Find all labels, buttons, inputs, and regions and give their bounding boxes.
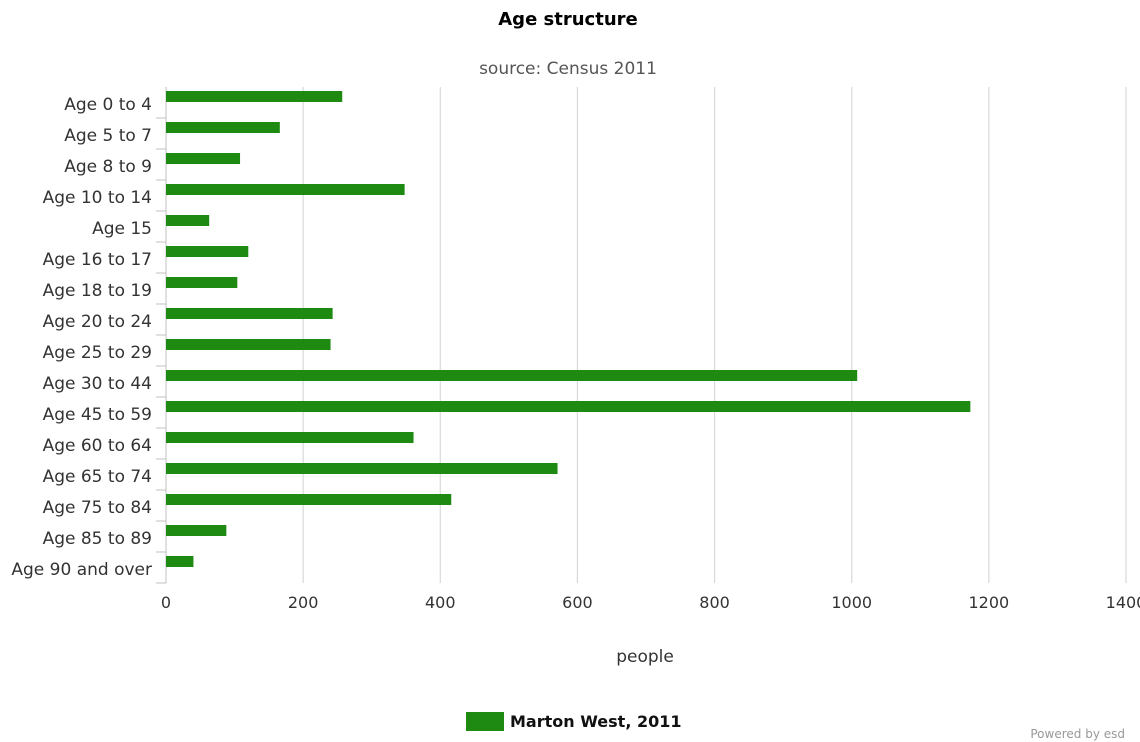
category-label: Age 20 to 24 bbox=[43, 312, 152, 332]
category-label: Age 75 to 84 bbox=[43, 498, 152, 518]
category-label: Age 45 to 59 bbox=[43, 405, 152, 425]
bar[interactable] bbox=[166, 308, 333, 319]
x-tick-label: 600 bbox=[562, 593, 593, 612]
category-label: Age 30 to 44 bbox=[43, 374, 152, 394]
category-label: Age 0 to 4 bbox=[64, 95, 152, 115]
category-label: Age 65 to 74 bbox=[43, 467, 152, 487]
category-label: Age 5 to 7 bbox=[64, 126, 152, 146]
category-labels: Age 0 to 4 Age 5 to 7 Age 8 to 9 Age 10 to … bbox=[11, 95, 152, 580]
category-label: Age 10 to 14 bbox=[43, 188, 152, 208]
bar[interactable] bbox=[166, 246, 249, 257]
bar[interactable] bbox=[166, 401, 971, 412]
x-tick-label: 400 bbox=[425, 593, 456, 612]
bars bbox=[166, 91, 971, 567]
x-tick-label: 1400 bbox=[1106, 593, 1140, 612]
x-axis-title: people bbox=[616, 647, 674, 667]
category-label: Age 18 to 19 bbox=[43, 281, 152, 301]
x-tick-label: 0 bbox=[161, 593, 171, 612]
legend-label: Marton West, 2011 bbox=[510, 712, 682, 731]
bar[interactable] bbox=[166, 556, 194, 567]
gridlines bbox=[156, 87, 1127, 584]
bar[interactable] bbox=[166, 432, 414, 443]
bar[interactable] bbox=[166, 339, 331, 350]
credit-text[interactable]: Powered by esd bbox=[1030, 727, 1125, 741]
bar[interactable] bbox=[166, 184, 405, 195]
legend-swatch bbox=[466, 712, 504, 731]
bar[interactable] bbox=[166, 370, 858, 381]
bar[interactable] bbox=[166, 122, 280, 133]
bar[interactable] bbox=[166, 494, 452, 505]
bar[interactable] bbox=[166, 215, 210, 226]
category-label: Age 8 to 9 bbox=[64, 157, 152, 177]
category-label: Age 90 and over bbox=[11, 560, 152, 580]
category-label: Age 85 to 89 bbox=[43, 529, 152, 549]
bar[interactable] bbox=[166, 153, 241, 164]
bar[interactable] bbox=[166, 277, 238, 288]
chart-subtitle: source: Census 2011 bbox=[479, 59, 657, 79]
bar[interactable] bbox=[166, 463, 558, 474]
category-label: Age 16 to 17 bbox=[43, 250, 152, 270]
bar[interactable] bbox=[166, 91, 343, 102]
bar[interactable] bbox=[166, 525, 227, 536]
category-label: Age 60 to 64 bbox=[43, 436, 152, 456]
x-tick-label: 1000 bbox=[831, 593, 872, 612]
chart-title: Age structure bbox=[498, 9, 637, 30]
legend[interactable]: Marton West, 2011 bbox=[466, 712, 682, 731]
x-tick-label: 800 bbox=[699, 593, 730, 612]
x-tick-label: 200 bbox=[288, 593, 319, 612]
category-label: Age 25 to 29 bbox=[43, 343, 152, 363]
x-tick-labels: 0 200 400 600 800 1000 1200 1400 bbox=[161, 593, 1140, 612]
category-label: Age 15 bbox=[92, 219, 152, 239]
x-tick-label: 1200 bbox=[968, 593, 1009, 612]
